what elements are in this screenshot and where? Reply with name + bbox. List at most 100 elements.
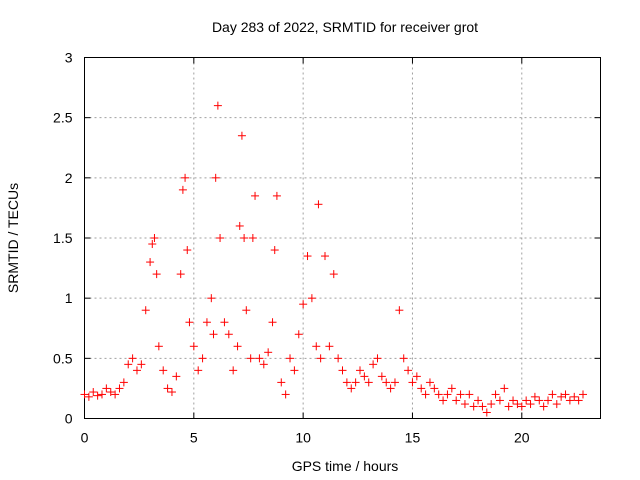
data-point xyxy=(264,348,273,357)
data-point xyxy=(474,396,483,405)
data-point xyxy=(509,396,518,405)
data-point xyxy=(579,390,588,399)
data-point xyxy=(237,131,246,140)
data-point xyxy=(178,185,187,194)
data-point xyxy=(364,378,373,387)
data-point xyxy=(106,388,115,397)
data-point xyxy=(181,173,190,182)
data-point xyxy=(290,366,299,375)
data-point xyxy=(539,402,548,411)
data-point xyxy=(137,360,146,369)
data-point xyxy=(312,342,321,351)
chart-title: Day 283 of 2022, SRMTID for receiver gro… xyxy=(212,19,478,35)
data-point xyxy=(369,360,378,369)
data-point xyxy=(412,372,421,381)
data-point xyxy=(148,240,157,249)
data-point xyxy=(235,221,244,230)
data-point xyxy=(526,400,535,409)
data-points xyxy=(80,101,588,417)
data-point xyxy=(439,396,448,405)
data-point xyxy=(456,390,465,399)
data-point xyxy=(465,390,474,399)
data-point xyxy=(478,402,487,411)
data-point xyxy=(119,378,128,387)
data-point xyxy=(517,402,526,411)
y-tick-label: 0 xyxy=(65,411,73,427)
data-point xyxy=(561,390,570,399)
data-point xyxy=(522,396,531,405)
data-point xyxy=(565,396,574,405)
data-point xyxy=(382,378,391,387)
data-point xyxy=(535,396,544,405)
data-point xyxy=(224,330,233,339)
data-point xyxy=(351,378,360,387)
y-tick-labels: 0 0.5 1 1.5 2 2.5 3 xyxy=(53,50,73,427)
data-point xyxy=(417,384,426,393)
data-point xyxy=(469,402,478,411)
y-tick-label: 2.5 xyxy=(53,110,73,126)
data-point xyxy=(255,354,264,363)
data-point xyxy=(329,270,338,279)
data-point xyxy=(132,366,141,375)
data-point xyxy=(102,384,111,393)
data-point xyxy=(202,318,211,327)
y-tick-label: 1.5 xyxy=(53,230,73,246)
data-point xyxy=(504,402,513,411)
data-point xyxy=(530,392,539,401)
data-point xyxy=(272,191,281,200)
data-point xyxy=(220,318,229,327)
data-point xyxy=(189,342,198,351)
data-point xyxy=(172,372,181,381)
x-tick-label: 20 xyxy=(514,430,530,446)
y-tick-label: 1 xyxy=(65,290,73,306)
data-point xyxy=(198,354,207,363)
data-point xyxy=(316,354,325,363)
data-point xyxy=(176,270,185,279)
data-point xyxy=(347,384,356,393)
x-tick-label: 15 xyxy=(405,430,421,446)
data-point xyxy=(97,390,106,399)
data-point xyxy=(251,191,260,200)
data-point xyxy=(325,342,334,351)
data-point xyxy=(360,372,369,381)
data-point xyxy=(268,318,277,327)
data-point xyxy=(434,390,443,399)
data-point xyxy=(377,372,386,381)
data-point xyxy=(334,354,343,363)
data-point xyxy=(242,306,251,315)
data-point xyxy=(207,294,216,303)
data-point xyxy=(491,390,500,399)
data-point xyxy=(213,101,222,110)
data-point xyxy=(430,384,439,393)
data-point xyxy=(513,400,522,409)
data-point xyxy=(286,354,295,363)
data-point xyxy=(408,378,417,387)
y-tick-label: 0.5 xyxy=(53,350,73,366)
data-point xyxy=(390,378,399,387)
data-point xyxy=(487,400,496,409)
data-point xyxy=(154,342,163,351)
data-point xyxy=(373,354,382,363)
data-point xyxy=(314,200,323,209)
data-point xyxy=(128,354,137,363)
data-point xyxy=(399,354,408,363)
data-point xyxy=(307,294,316,303)
data-point xyxy=(303,252,312,261)
data-point xyxy=(259,360,268,369)
data-point xyxy=(557,392,566,401)
data-point xyxy=(355,366,364,375)
x-axis-label: GPS time / hours xyxy=(292,458,399,474)
y-tick-label: 3 xyxy=(65,50,73,66)
data-point xyxy=(277,378,286,387)
data-point xyxy=(386,384,395,393)
x-tick-labels: 0 5 10 15 20 xyxy=(81,430,530,446)
x-tick-label: 10 xyxy=(295,430,311,446)
data-point xyxy=(152,270,161,279)
data-point xyxy=(482,408,491,417)
x-tick-label: 5 xyxy=(190,430,198,446)
data-point xyxy=(248,234,257,242)
data-point xyxy=(111,390,120,399)
data-point xyxy=(150,234,159,242)
data-point xyxy=(185,318,194,327)
